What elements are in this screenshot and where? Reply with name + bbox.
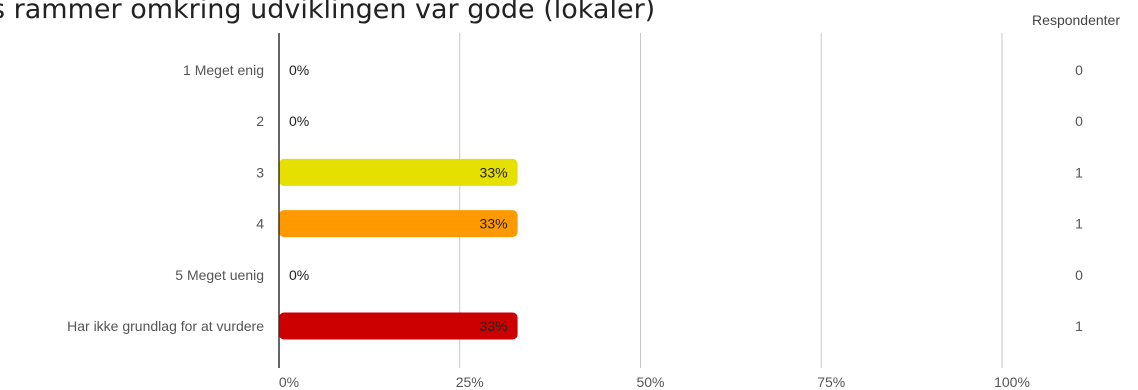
data-label: 33% [480,318,508,334]
category-label: 5 Meget uenig [175,267,264,283]
category-label: 1 Meget enig [183,62,264,78]
category-label: 3 [256,164,264,180]
category-label: Har ikke grundlag for at vurdere [67,318,264,334]
x-tick-label: 25% [456,374,484,390]
respondents-header: Respondenter [1032,12,1120,28]
respondent-count: 1 [1075,164,1083,180]
x-tick-label: 0% [279,374,299,390]
x-tick-label: 75% [817,374,845,390]
x-tick-label: 50% [636,374,664,390]
category-label: 2 [256,113,264,129]
respondent-count: 0 [1075,62,1083,78]
data-label: 33% [480,164,508,180]
respondent-count: 1 [1075,216,1083,232]
respondent-count: 0 [1075,113,1083,129]
bar [279,158,518,186]
data-label: 33% [480,216,508,232]
respondent-count: 0 [1075,267,1083,283]
x-tick-label: 100% [994,374,1030,390]
chart-title: s rammer omkring udviklingen var gode (l… [0,0,656,25]
data-label: 0% [289,267,309,283]
respondent-count: 1 [1075,318,1083,334]
data-label: 0% [289,62,309,78]
category-label: 4 [256,216,264,232]
bar [279,312,518,340]
bar [279,210,518,238]
data-label: 0% [289,113,309,129]
